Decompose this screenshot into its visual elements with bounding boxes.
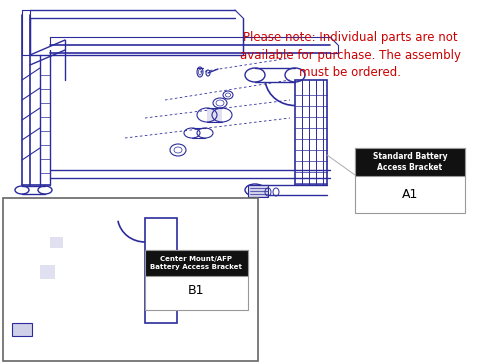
Bar <box>145 250 248 276</box>
Bar <box>12 323 32 336</box>
Text: Center Mount/AFP
Battery Access Bracket: Center Mount/AFP Battery Access Bracket <box>150 257 242 269</box>
Bar <box>40 265 55 279</box>
Bar <box>145 250 248 310</box>
Text: Standard Battery
Access Bracket: Standard Battery Access Bracket <box>372 152 448 172</box>
Bar <box>50 237 63 248</box>
Bar <box>295 80 327 185</box>
Bar <box>248 185 268 197</box>
Text: B1: B1 <box>188 284 204 297</box>
Text: Please note: Individual parts are not
available for purchase. The assembly
must : Please note: Individual parts are not av… <box>240 32 460 79</box>
Text: A1: A1 <box>402 189 418 202</box>
Bar <box>355 148 465 213</box>
Bar <box>145 218 177 323</box>
Bar <box>355 148 465 176</box>
Bar <box>3 198 258 361</box>
Bar <box>207 108 222 122</box>
